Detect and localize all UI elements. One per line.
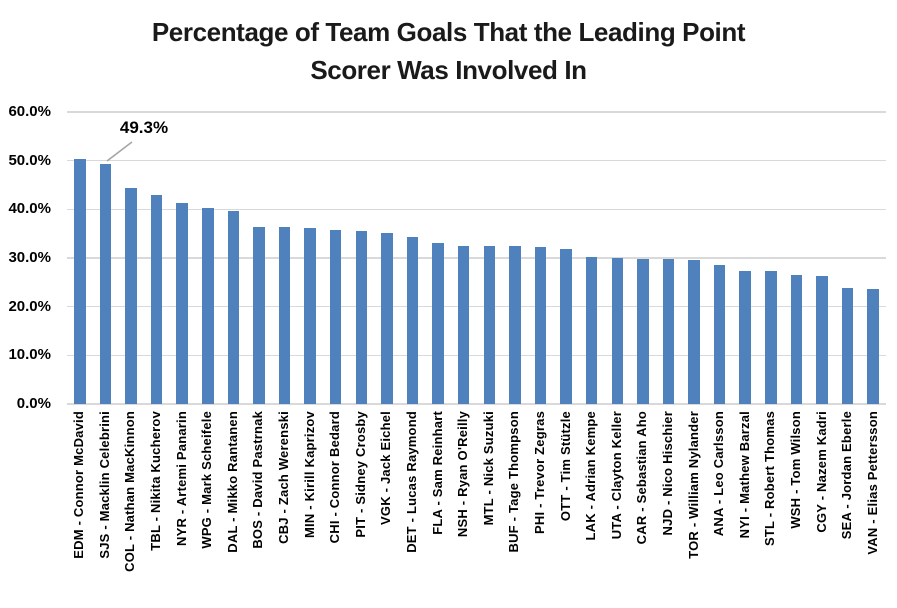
x-label-lak: LAK - Adrian Kempe [583,411,599,541]
bar-van [867,289,879,404]
gridline-50pct [67,159,886,162]
y-tick-label-20pct: 20.0% [8,297,51,315]
x-label-pit: PIT - Sidney Crosby [352,411,368,538]
y-tick-label-30pct: 30.0% [8,249,51,266]
x-label-min: MIN - Kirill Kaprizov [301,411,317,538]
y-tick-label-10pct: 10.0% [8,346,51,364]
bar-uta [611,258,624,404]
bar-cgy [816,275,828,404]
bar-stl [765,270,777,404]
x-label-edm: EDM - Connor McDavid [71,411,87,559]
x-label-njd: NJD - Nico Hischier [659,411,675,536]
chart-title-line1: Percentage of Team Goals That the Leadin… [151,17,746,47]
bar-det [406,237,419,404]
bar-buf [509,246,521,404]
x-label-stl: STL - Robert Thomas [762,411,778,547]
y-tick-label-60pct: 60.0% [8,103,51,120]
x-label-bos: BOS - David Pastrnak [250,411,266,549]
x-label-car: CAR - Sebastian Aho [634,411,650,545]
bar-phi [534,247,547,404]
gridline-30pct [67,257,886,259]
x-label-cgy: CGY - Nazem Kadri [813,411,829,533]
x-label-det: DET - Lucas Raymond [404,411,420,553]
x-label-fla: FLA - Sam Reinhart [429,411,445,535]
x-label-ott: OTT - Tim Stützle [557,411,573,522]
gridline-60pct [67,111,886,113]
x-label-cbj: CBJ - Zach Werenski [276,411,292,544]
bar-fla [432,243,444,404]
bar-pit [355,231,368,404]
x-label-uta: UTA - Clayton Keller [608,411,624,540]
x-label-tbl: TBL - Nikita Kucherov [148,411,164,551]
bar-vgk [381,232,393,404]
bar-chi [329,229,342,404]
y-tick-label-0pct: 0.0% [16,395,51,412]
bar-sea [841,288,854,404]
x-label-nyi: NYI - Mathew Barzal [736,411,752,539]
bar-min [304,228,316,404]
chart-title-line2: Scorer Was Involved In [310,55,587,85]
gridline-40pct [67,208,886,211]
bar-dal [227,210,240,404]
x-label-sjs: SJS - Macklin Celebrini [96,411,112,559]
gridline-20pct [67,305,886,308]
bar-njd [662,258,675,404]
bar-lak [585,257,598,404]
bar-wpg [202,207,214,404]
x-label-wsh: WSH - Tom Wilson [787,411,803,529]
x-label-vgk: VGK - Jack Eichel [378,411,394,525]
x-label-wpg: WPG - Mark Scheifele [199,411,215,549]
y-tick-label-40pct: 40.0% [8,200,51,218]
x-label-nsh: NSH - Ryan O'Reilly [455,411,471,538]
x-label-phi: PHI - Trevor Zegras [531,411,547,535]
x-label-col: COL - Nathan MacKinnon [122,411,138,572]
x-label-nyr: NYR - Artemi Panarin [173,411,189,546]
bar-bos [253,226,265,404]
x-label-buf: BUF - Tage Thompson [506,411,522,553]
x-label-sea: SEA - Jordan Eberle [839,411,855,540]
x-label-van: VAN - Elias Pettersson [864,411,880,555]
bar-cbj [278,226,291,404]
bar-tbl [150,194,163,404]
bar-car [637,258,649,404]
x-label-mtl: MTL - Nick Suzuki [480,411,496,526]
bar-edm [74,159,86,404]
bar-nyi [739,270,751,404]
bar-col [125,187,137,404]
bar-tor [688,260,700,404]
bar-nyr [176,202,188,404]
y-tick-label-50pct: 50.0% [8,151,51,169]
bar-sjs [99,164,112,404]
bar-nsh [457,245,470,404]
gridline-0pct [67,403,886,405]
data-label-callout: 49.3% [119,118,169,137]
bar-wsh [790,274,803,404]
x-label-chi: CHI - Connor Bedard [327,411,343,544]
bar-ott [560,249,572,404]
bar-ana [713,265,726,404]
x-label-dal: DAL - Mikko Rantanen [224,411,240,553]
chart-title: Percentage of Team Goals That the Leadin… [0,13,897,89]
bar-mtl [483,245,496,404]
x-label-ana: ANA - Leo Carlsson [711,411,727,537]
gridline-10pct [67,354,886,357]
x-label-tor: TOR - William Nylander [685,411,701,559]
